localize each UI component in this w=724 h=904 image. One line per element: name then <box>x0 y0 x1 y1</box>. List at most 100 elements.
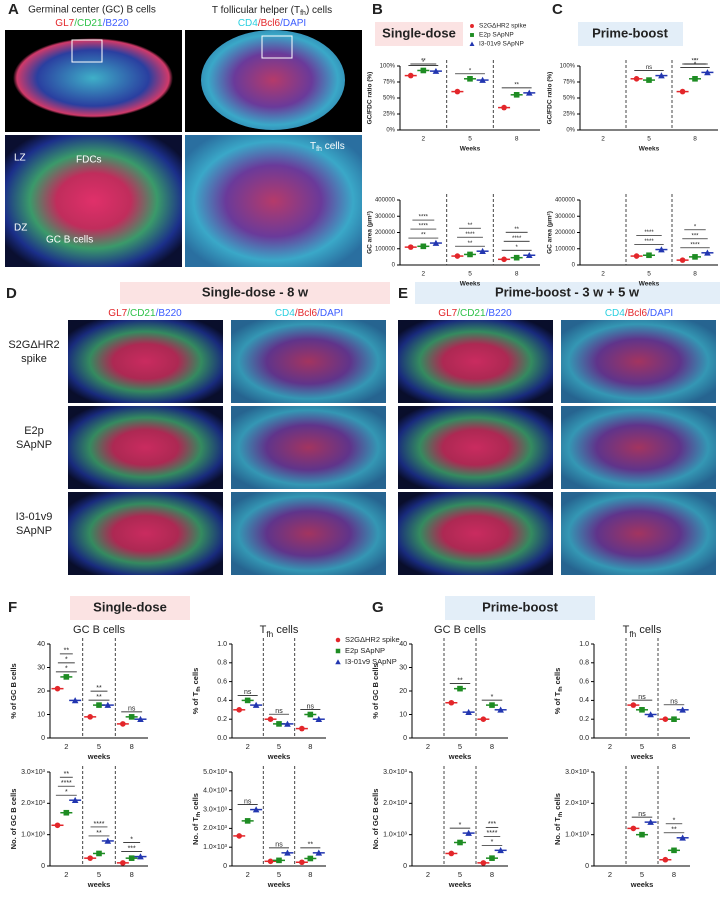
stain: CD4 <box>238 18 258 29</box>
data-point <box>284 720 291 727</box>
data-point <box>54 685 61 692</box>
panel-label: A <box>8 1 19 18</box>
sig-label: ns <box>275 708 283 715</box>
data-point <box>137 715 144 722</box>
data-point <box>630 825 637 832</box>
data-point <box>87 714 93 720</box>
sig-label: **** <box>419 215 429 221</box>
data-point <box>513 254 520 261</box>
x-tick-label: 8 <box>672 742 676 751</box>
data-point <box>54 822 61 829</box>
x-tick-label: 5 <box>468 271 472 278</box>
y-tick-label: 0% <box>566 128 575 134</box>
panel-label: G <box>372 599 384 616</box>
row-label: S2GΔHR2 <box>8 339 59 351</box>
lymph-node <box>13 38 173 118</box>
y-tick-label: 1.0 <box>579 641 589 648</box>
y-tick-label: 0 <box>41 863 45 870</box>
text-part: cells <box>273 624 299 636</box>
data-point <box>630 702 637 708</box>
legend-marker <box>470 33 474 37</box>
section-title: Single-dose - 8 w <box>202 284 309 299</box>
legend-marker <box>470 24 474 28</box>
sig-label: **** <box>644 230 654 236</box>
data-point <box>120 721 126 727</box>
micrograph-stain <box>68 406 223 489</box>
sig-label: * <box>130 836 133 843</box>
data-point <box>501 256 507 263</box>
y-axis-label: GC area (µm²) <box>367 211 374 254</box>
x-tick-label: 5 <box>277 742 281 751</box>
y-tick-label: 100000 <box>555 246 576 252</box>
text-part: No. of T <box>553 817 562 845</box>
sig-label: ns <box>638 694 646 701</box>
zoom-box <box>261 35 293 59</box>
y-tick-label: 1.0×10³ <box>565 832 590 839</box>
data-point <box>454 253 461 259</box>
data-point <box>448 850 455 857</box>
chart-title: Tfh cells <box>623 624 662 639</box>
data-point <box>244 697 251 704</box>
micrograph-stain <box>561 406 716 489</box>
data-point <box>633 76 640 82</box>
stain: CD4 <box>275 308 295 319</box>
data-point <box>71 697 79 704</box>
y-tick-label: 2.0×10³ <box>565 800 590 807</box>
data-point <box>639 831 645 838</box>
micrograph <box>5 135 182 267</box>
x-tick-label: 8 <box>693 136 697 143</box>
x-tick-label: 5 <box>647 271 651 278</box>
x-axis-label: weeks <box>267 880 291 889</box>
x-tick-label: 5 <box>640 870 644 879</box>
data-point <box>104 837 112 844</box>
data-point <box>497 706 504 713</box>
panel-label: F <box>8 599 17 616</box>
text-part: cells <box>553 793 562 812</box>
x-axis-label: weeks <box>87 880 111 889</box>
chart-title: Tfh cells <box>260 624 299 639</box>
data-point <box>646 252 652 259</box>
data-point <box>137 853 144 860</box>
x-tick-label: 8 <box>490 742 494 751</box>
data-point <box>479 76 486 83</box>
data-point <box>465 829 472 836</box>
data-point <box>432 239 440 246</box>
stain: /Bcl6 <box>625 308 648 319</box>
y-tick-label: 4.0×10³ <box>203 788 228 795</box>
text-part: fh <box>266 630 273 639</box>
x-tick-label: 5 <box>277 870 281 879</box>
x-axis-label: weeks <box>630 880 654 889</box>
zone-label: DZ <box>14 223 27 234</box>
panel-label: C <box>552 1 563 18</box>
sig-label: **** <box>61 780 72 787</box>
x-tick-label: 8 <box>672 870 676 879</box>
x-tick-label: 8 <box>515 136 519 143</box>
y-tick-label: 0.8 <box>579 660 589 667</box>
x-tick-label: 2 <box>601 136 605 143</box>
x-tick-label: 5 <box>640 742 644 751</box>
sig-label: ** <box>457 677 463 684</box>
data-point <box>236 833 243 839</box>
x-tick-label: 2 <box>422 136 426 143</box>
panel-label: E <box>398 285 408 302</box>
y-tick-label: 25% <box>563 112 576 118</box>
y-tick-label: 0 <box>403 863 407 870</box>
y-axis-label: No. of Tfh cells <box>553 793 565 845</box>
stain-label: CD4/Bcl6/DAPI <box>605 308 673 319</box>
y-tick-label: 200000 <box>555 230 576 236</box>
stain-label: GL7/CD21/B220 <box>55 18 129 29</box>
stain-label: CD4/Bcl6/DAPI <box>275 308 343 319</box>
y-tick-label: 30 <box>399 664 407 671</box>
x-tick-label: 5 <box>468 136 472 143</box>
x-axis-label: weeks <box>630 752 654 761</box>
stain: /Bcl6 <box>258 18 281 29</box>
sig-label: **** <box>690 242 700 248</box>
sig-label: ** <box>514 82 519 88</box>
y-axis-label: GC/FDC ratio (%) <box>367 72 374 125</box>
data-point <box>63 809 70 816</box>
row-label: E2p <box>24 425 44 437</box>
micrograph-stain <box>68 492 223 575</box>
data-point <box>479 247 486 254</box>
data-point <box>420 67 427 74</box>
